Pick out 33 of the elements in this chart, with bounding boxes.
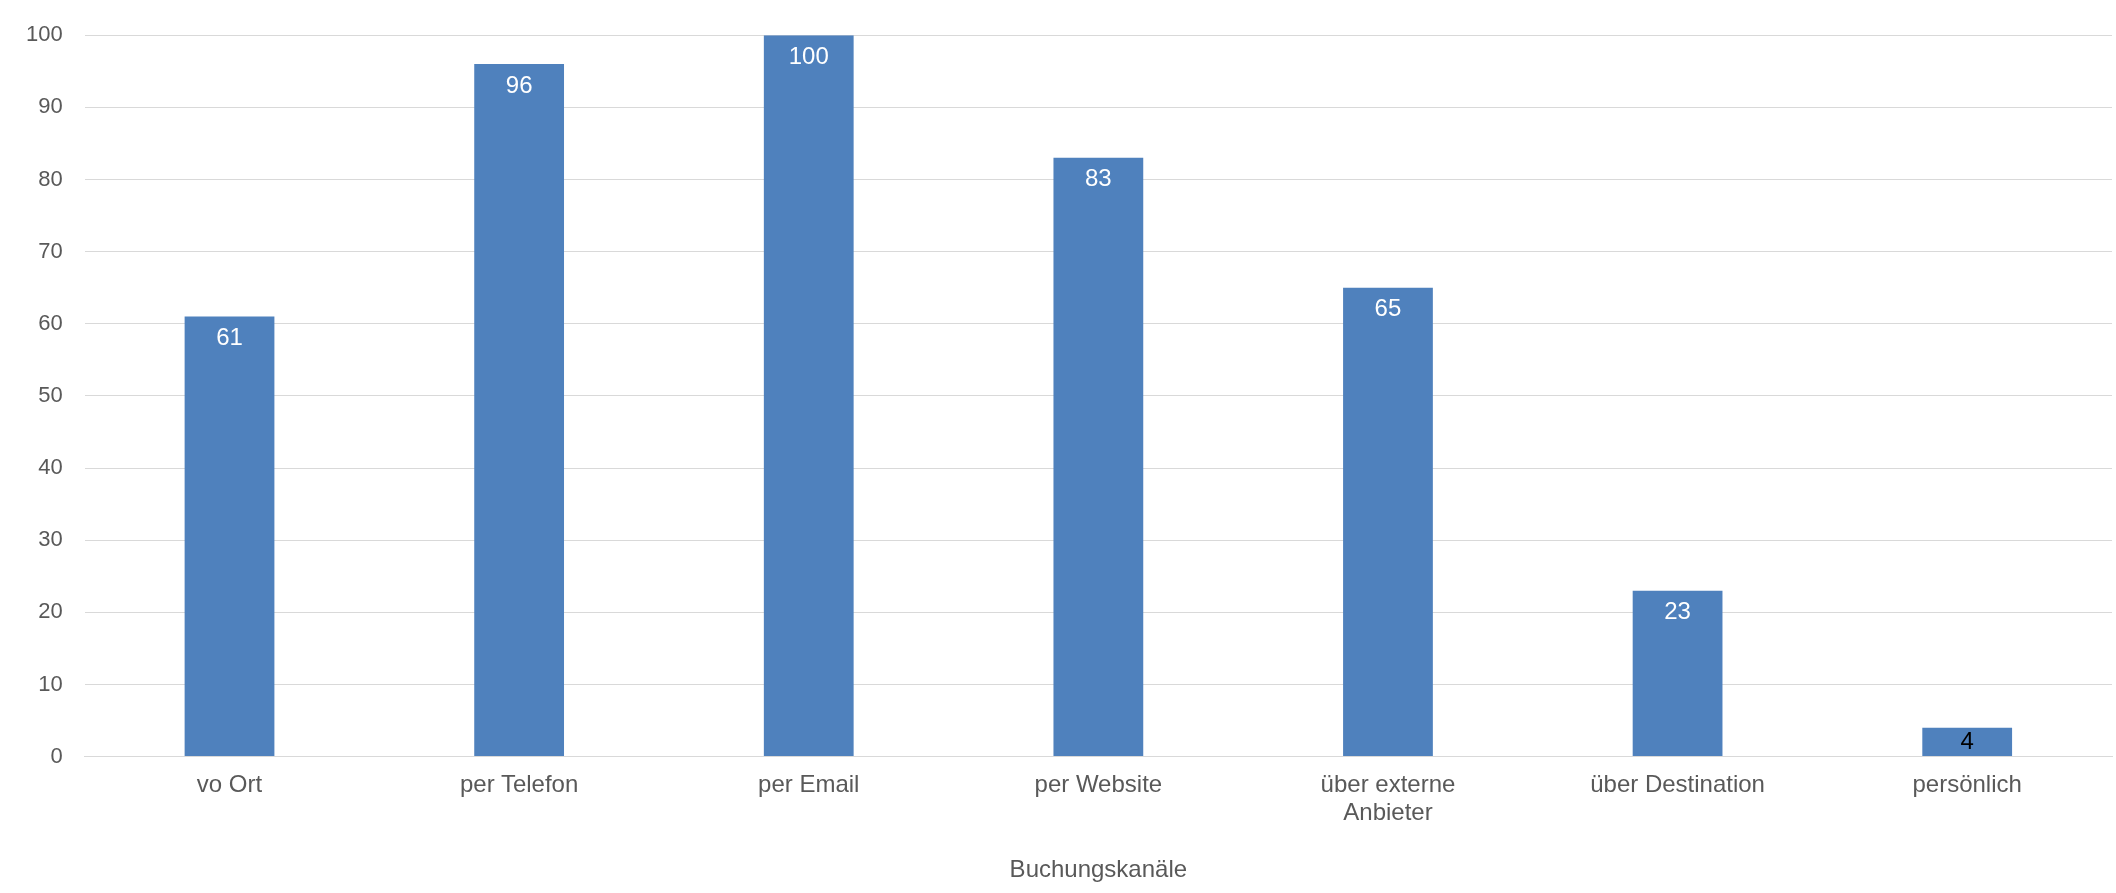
bar [1632, 590, 1723, 757]
x-tick-label: persönlich [1912, 769, 2022, 797]
x-tick-label: über externe Anbieter [1320, 769, 1456, 826]
x-axis-title: Buchungskanäle [1009, 855, 1188, 883]
data-label: 96 [505, 70, 533, 98]
data-label: 83 [1085, 164, 1112, 192]
data-label: 61 [216, 323, 243, 351]
bar [1343, 287, 1433, 757]
y-tick-label: 70 [38, 237, 63, 263]
y-tick-label: 20 [38, 598, 63, 624]
bar [184, 316, 275, 757]
bar [1053, 157, 1144, 757]
x-tick-label: per Email [758, 769, 860, 797]
x-tick-label: per Telefon [459, 769, 579, 797]
data-label: 23 [1664, 597, 1691, 625]
y-tick-label: 10 [38, 670, 63, 696]
data-label: 4 [1960, 726, 1974, 754]
x-tick-label: vo Ort [196, 769, 263, 797]
y-tick-label: 50 [38, 381, 63, 407]
y-tick-label: 30 [38, 526, 63, 552]
bar [474, 64, 565, 757]
data-label: 65 [1374, 294, 1402, 322]
data-label: 100 [788, 41, 829, 69]
x-tick-label: über Destination [1590, 769, 1765, 797]
y-tick-label: 40 [38, 454, 63, 480]
x-tick-label: per Website [1034, 769, 1163, 797]
y-tick-label: 0 [50, 742, 63, 768]
bar [1922, 727, 2013, 757]
y-tick-label: 60 [38, 309, 63, 335]
y-tick-label: 80 [38, 165, 63, 191]
y-tick-label: 100 [25, 21, 63, 47]
bar [763, 35, 854, 757]
y-tick-label: 90 [38, 93, 63, 119]
